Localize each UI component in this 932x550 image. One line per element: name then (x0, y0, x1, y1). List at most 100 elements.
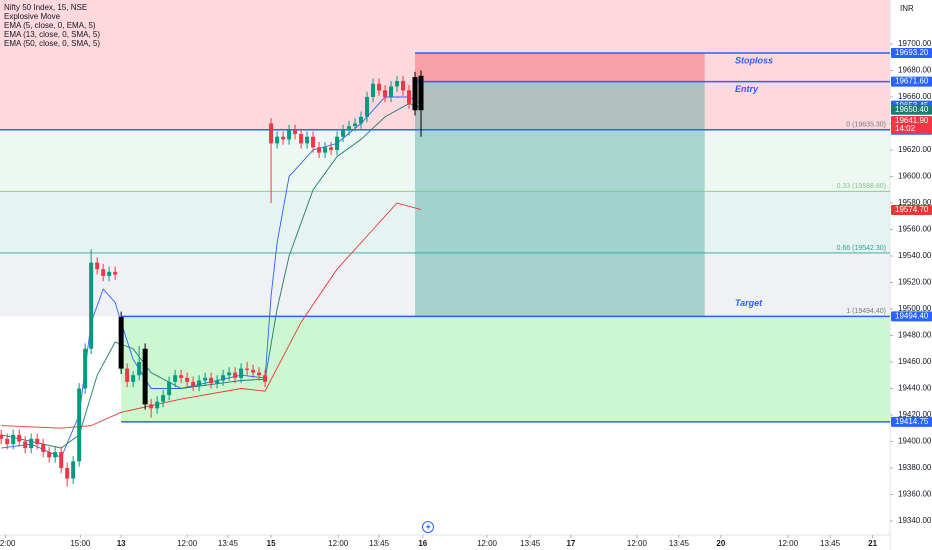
price-tag (891, 204, 932, 215)
x-tick-label: 12:00 (778, 539, 799, 548)
candle-body (155, 401, 160, 409)
candle-body (131, 375, 136, 382)
candle-body (412, 77, 418, 111)
x-tick-label: 12:00 (177, 539, 198, 548)
legend-entry: EMA (50, close, 0, SMA, 5) (4, 39, 100, 48)
ma-line (1, 103, 422, 449)
candle-body (0, 434, 4, 439)
y-tick-label: 19520.00 (898, 278, 932, 287)
candle-body (23, 441, 28, 449)
price-tag-label: 19494.40 (895, 311, 929, 320)
y-tick-label: 19660.00 (898, 92, 932, 101)
x-tick-label: 12:00 (0, 539, 16, 548)
candle-body (11, 434, 16, 445)
y-tick-label: 19400.00 (898, 437, 932, 446)
price-tag-label: 19693.20 (895, 48, 929, 57)
candle-body (299, 134, 304, 144)
candle-body (203, 377, 208, 381)
fib-label: 0 (19635.30) (846, 122, 886, 129)
y-tick-label: 19620.00 (898, 145, 932, 154)
x-tick-label: 13:45 (520, 539, 541, 548)
x-tick-label: 12:00 (477, 539, 498, 548)
x-tick-label: 17 (566, 539, 575, 548)
ma-line (1, 202, 422, 429)
candle-body (269, 123, 274, 144)
candle-body (47, 452, 52, 458)
y-tick-label: 19700.00 (898, 39, 932, 48)
price-tag (891, 311, 932, 322)
candle-body (311, 136, 316, 148)
plot-area (0, 0, 890, 422)
candle-body (101, 269, 106, 276)
y-tick-label: 19560.00 (898, 225, 932, 234)
candle-body (125, 368, 130, 382)
candle-body (221, 375, 226, 381)
candle-body (245, 368, 250, 370)
candle-body (359, 116, 364, 124)
candle-body (95, 262, 100, 270)
entry-label: Entry (735, 84, 759, 94)
candle-body (377, 83, 382, 91)
candle-body (353, 123, 358, 127)
x-tick-label: 16 (418, 539, 427, 548)
candle-body (107, 271, 112, 276)
candle-body (287, 130, 292, 140)
price-tag (891, 76, 932, 87)
x-tick-label: 12:00 (328, 539, 349, 548)
y-tick-label: 19540.00 (898, 251, 932, 260)
candle-body (77, 388, 82, 462)
candle-body (173, 375, 178, 382)
candle-body (191, 381, 196, 386)
candle-body (371, 83, 376, 97)
y-tick-label: 19680.00 (898, 66, 932, 75)
fib-band (0, 252, 890, 317)
candle-body (209, 377, 214, 384)
candle-body (383, 90, 388, 97)
price-tag (891, 115, 932, 134)
candle-body (257, 372, 262, 376)
x-tick-label: 13:45 (369, 539, 390, 548)
candle-body (227, 372, 232, 376)
x-tick-label: 15:00 (70, 539, 91, 548)
candle-body (401, 81, 406, 91)
x-tick-label: 21 (868, 539, 877, 548)
currency: INR (900, 4, 914, 13)
stoploss-label: Stoploss (735, 55, 773, 65)
candle-body (341, 130, 346, 137)
fib-band (0, 191, 890, 253)
x-tick-label: 12:00 (627, 539, 648, 548)
candle-body (137, 361, 142, 376)
price-tag (891, 104, 932, 115)
candle-body (395, 81, 400, 87)
x-tick-label: 15 (267, 539, 276, 548)
candle-body (197, 380, 202, 386)
legend-entry: EMA (13, close, 0, SMA, 5) (4, 30, 100, 39)
stoploss-zone (415, 52, 705, 82)
candle-body (329, 147, 334, 150)
price-tag-label: 19671.60 (895, 77, 929, 86)
candle-body (275, 136, 280, 144)
candle-body (215, 380, 220, 384)
target-zone (415, 81, 705, 317)
candle-body (281, 136, 286, 140)
candle-body (167, 381, 172, 396)
price-tag-label: 19414.75 (895, 417, 929, 426)
zone-above (0, 0, 890, 130)
x-tick-label: 13:45 (669, 539, 690, 548)
candle-body (323, 147, 328, 153)
range-box (121, 316, 890, 422)
y-tick-label: 19460.00 (898, 357, 932, 366)
price-tag (891, 416, 932, 427)
candle-body (17, 434, 22, 442)
candle-body (418, 75, 424, 111)
y-tick-label: 19360.00 (898, 490, 932, 499)
candle-body (41, 444, 46, 453)
candle-body (335, 136, 340, 150)
y-tick-label: 19420.00 (898, 410, 932, 419)
chart-title: Nifty 50 Index, 15, NSE (4, 3, 87, 12)
y-tick-label: 19480.00 (898, 331, 932, 340)
candle-body (407, 90, 412, 104)
candle-body (179, 375, 184, 378)
fib-label: 0.66 (19542.30) (837, 245, 886, 252)
candle-body (83, 348, 88, 389)
